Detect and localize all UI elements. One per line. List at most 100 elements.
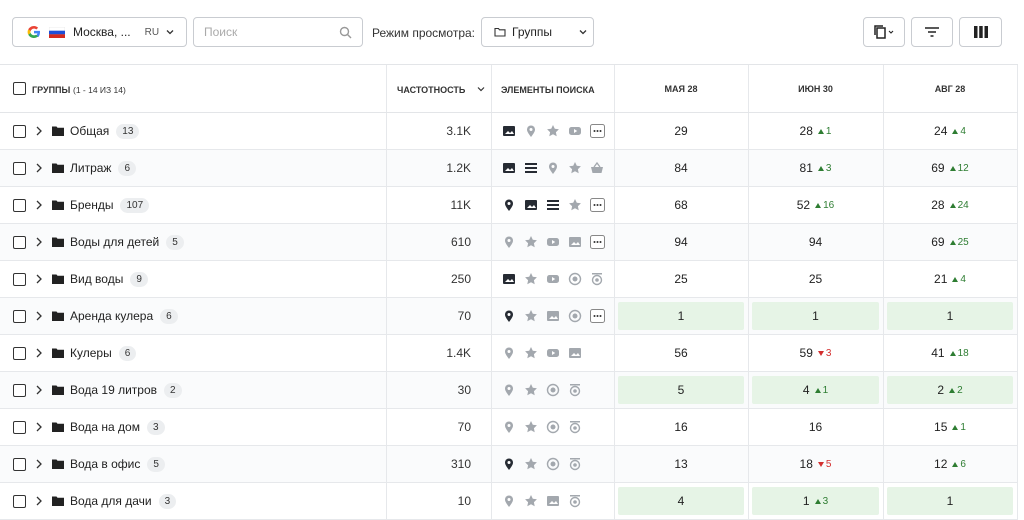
expand-icon[interactable]	[35, 274, 43, 284]
expand-icon[interactable]	[35, 385, 43, 395]
search-element-icon	[549, 162, 557, 174]
checkbox[interactable]	[13, 383, 26, 397]
group-name[interactable]: Аренда кулера	[70, 309, 154, 323]
position: 25	[674, 272, 688, 286]
checkbox[interactable]	[13, 198, 26, 212]
group-row[interactable]: Воды для детей 5 610 94 94 69 25	[0, 224, 1018, 261]
expand-icon[interactable]	[35, 311, 43, 321]
search-element-icon	[547, 275, 559, 283]
position-cell: 1	[614, 298, 748, 334]
checkbox[interactable]	[13, 235, 26, 249]
expand-icon[interactable]	[35, 348, 43, 358]
group-name[interactable]: Вода для дачи	[70, 494, 152, 508]
location-select[interactable]: Москва, ... RU	[12, 17, 187, 47]
table-header: ГРУППЫ (1 - 14 ИЗ 14) ЧАСТОТНОСТЬ ЭЛЕМЕН…	[0, 64, 1018, 113]
group-row[interactable]: Вид воды 9 250 25 25 21 4	[0, 261, 1018, 298]
top-highlight	[618, 487, 744, 515]
search-input[interactable]: Поиск	[193, 17, 363, 47]
group-name[interactable]: Бренды	[70, 198, 114, 212]
view-mode: Группы	[512, 25, 552, 39]
folder-icon	[52, 348, 64, 358]
search-element-icon	[505, 236, 513, 248]
columns-button[interactable]	[959, 17, 1002, 47]
sort-icon[interactable]	[476, 84, 486, 94]
group-name[interactable]: Воды для детей	[70, 235, 160, 249]
checkbox[interactable]	[13, 309, 26, 323]
group-count: 6	[160, 308, 178, 324]
expand-icon[interactable]	[35, 126, 43, 136]
group-count: 5	[147, 456, 165, 472]
expand-icon[interactable]	[35, 422, 43, 432]
search-element-icon	[525, 458, 537, 470]
expand-icon[interactable]	[35, 459, 43, 469]
folder-icon	[494, 27, 506, 37]
group-row[interactable]: Кулеры 6 1.4K 56 59 3 41 18	[0, 335, 1018, 372]
date-header: ИЮН 30	[798, 83, 833, 94]
position: 84	[674, 161, 688, 175]
group-count: 6	[118, 160, 137, 176]
group-name[interactable]: Кулеры	[70, 346, 112, 360]
position: 15	[934, 420, 948, 434]
frequency: 30	[457, 383, 471, 397]
folder-icon	[52, 459, 64, 469]
folder-icon	[52, 200, 64, 210]
search-elements	[502, 335, 590, 371]
frequency: 250	[450, 272, 471, 286]
position: 28	[931, 198, 945, 212]
expand-icon[interactable]	[35, 496, 43, 506]
group-name[interactable]: Литраж	[70, 161, 112, 175]
group-row[interactable]: Бренды 107 11K 68 52 16 28 24	[0, 187, 1018, 224]
search-element-icon	[569, 199, 581, 211]
checkbox[interactable]	[13, 272, 26, 286]
position-cell: 1	[883, 483, 1017, 519]
search-element-icon	[525, 347, 537, 359]
folder-icon	[52, 126, 64, 136]
position-cell: 5	[614, 372, 748, 408]
group-row[interactable]: Аренда кулера 6 70 1 1 1	[0, 298, 1018, 335]
filter-button[interactable]	[911, 17, 953, 47]
date-header: АВГ 28	[934, 83, 966, 94]
group-name[interactable]: Вид воды	[70, 272, 124, 286]
group-row[interactable]: Общая 13 3.1K 29 28 1 24 4	[0, 113, 1018, 150]
checkbox[interactable]	[13, 494, 26, 508]
position-change: 4	[952, 126, 966, 137]
checkbox[interactable]	[13, 161, 26, 175]
top-highlight	[618, 302, 744, 330]
group-row[interactable]: Литраж 6 1.2K 84 81 3 69 12	[0, 150, 1018, 187]
groups-header: ГРУППЫ	[32, 85, 71, 95]
expand-icon[interactable]	[35, 237, 43, 247]
frequency: 3.1K	[446, 124, 471, 138]
search-element-icon	[569, 384, 581, 397]
position: 81	[799, 161, 813, 175]
position-cell: 29	[614, 113, 748, 149]
checkbox[interactable]	[13, 346, 26, 360]
position-change: 5	[817, 459, 831, 470]
group-name[interactable]: Общая	[70, 124, 110, 138]
frequency-header[interactable]: ЧАСТОТНОСТЬ	[397, 85, 466, 95]
copy-button[interactable]	[863, 17, 905, 47]
checkbox[interactable]	[13, 124, 26, 138]
position-cell: 28 1	[748, 113, 883, 149]
position: 69	[931, 235, 945, 249]
checkbox[interactable]	[13, 420, 26, 434]
group-name[interactable]: Вода на дом	[70, 420, 140, 434]
expand-icon[interactable]	[35, 163, 43, 173]
position-cell: 24 4	[883, 113, 1017, 149]
position-change: 24	[949, 199, 969, 211]
group-name[interactable]: Вода 19 литров	[70, 383, 158, 397]
search-element-icon	[525, 421, 537, 433]
checkbox[interactable]	[13, 457, 26, 471]
group-row[interactable]: Вода на дом 3 70 16 16 15 1	[0, 409, 1018, 446]
position-cell: 16	[748, 409, 883, 445]
checkbox[interactable]	[13, 82, 26, 95]
expand-icon[interactable]	[35, 200, 43, 210]
change-value: 24	[957, 199, 969, 211]
view-mode-select[interactable]: Группы	[481, 17, 594, 47]
group-name[interactable]: Вода в офис	[70, 457, 141, 471]
change-value: 3	[825, 347, 832, 359]
group-row[interactable]: Вода в офис 5 310 13 18 5 12 6	[0, 446, 1018, 483]
search-elements	[502, 409, 590, 445]
